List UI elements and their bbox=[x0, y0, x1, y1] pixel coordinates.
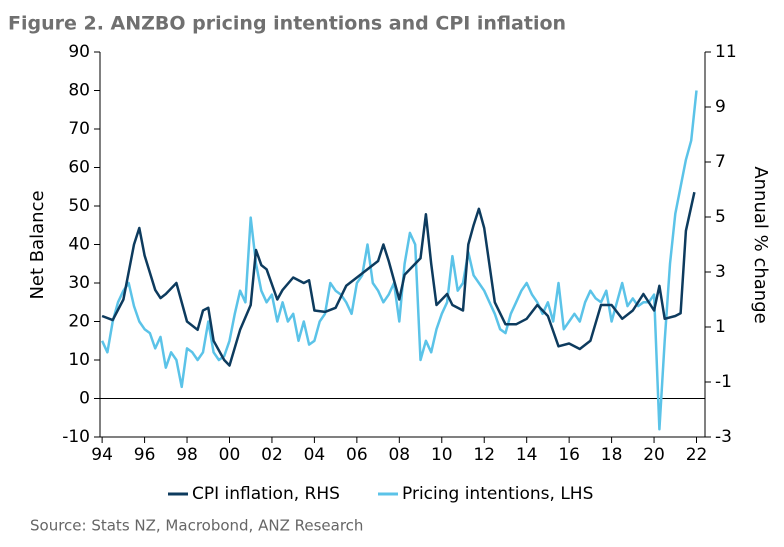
legend-label: CPI inflation, RHS bbox=[192, 484, 340, 504]
y-tick-label: 40 bbox=[68, 235, 90, 255]
x-tick-label: 04 bbox=[304, 445, 326, 465]
y-tick-label: 10 bbox=[68, 350, 90, 370]
y-tick-label: 90 bbox=[68, 42, 90, 62]
x-tick-label: 00 bbox=[219, 445, 241, 465]
y2-axis-label: Annual % change bbox=[750, 166, 771, 323]
x-tick-label: 94 bbox=[91, 445, 113, 465]
x-tick-label: 12 bbox=[473, 445, 495, 465]
x-tick-label: 22 bbox=[686, 445, 708, 465]
y2-tick-label: 3 bbox=[715, 262, 726, 282]
y2-tick-label: -1 bbox=[715, 372, 732, 392]
y-tick-label: -10 bbox=[62, 427, 90, 447]
y-tick-label: 30 bbox=[68, 273, 90, 293]
legend-label: Pricing intentions, LHS bbox=[402, 484, 593, 504]
x-tick-label: 08 bbox=[388, 445, 410, 465]
x-tick-label: 16 bbox=[558, 445, 580, 465]
y-axis-label: Net Balance bbox=[27, 190, 48, 299]
y2-tick-label: 11 bbox=[715, 42, 737, 62]
x-tick-label: 14 bbox=[516, 445, 538, 465]
y2-tick-label: 9 bbox=[715, 97, 726, 117]
source-note: Source: Stats NZ, Macrobond, ANZ Researc… bbox=[30, 517, 363, 535]
y-tick-label: 50 bbox=[68, 196, 90, 216]
x-tick-label: 98 bbox=[176, 445, 198, 465]
data-line bbox=[101, 191, 696, 367]
data-line bbox=[100, 90, 698, 431]
y2-tick-label: 5 bbox=[715, 207, 726, 227]
x-tick-label: 06 bbox=[346, 445, 368, 465]
y-tick-label: 70 bbox=[68, 119, 90, 139]
y-tick-label: 60 bbox=[68, 158, 90, 178]
x-tick-label: 10 bbox=[431, 445, 453, 465]
x-tick-label: 96 bbox=[134, 445, 156, 465]
x-tick-label: 18 bbox=[601, 445, 623, 465]
x-tick-label: 02 bbox=[261, 445, 283, 465]
y-tick-label: 0 bbox=[79, 389, 90, 409]
y-tick-label: 80 bbox=[68, 81, 90, 101]
chart-title: Figure 2. ANZBO pricing intentions and C… bbox=[8, 13, 566, 35]
y2-tick-label: 1 bbox=[715, 317, 726, 337]
y2-tick-label: 7 bbox=[715, 152, 726, 172]
x-tick-label: 20 bbox=[643, 445, 665, 465]
y-tick-label: 20 bbox=[68, 312, 90, 332]
y2-tick-label: -3 bbox=[715, 427, 732, 447]
